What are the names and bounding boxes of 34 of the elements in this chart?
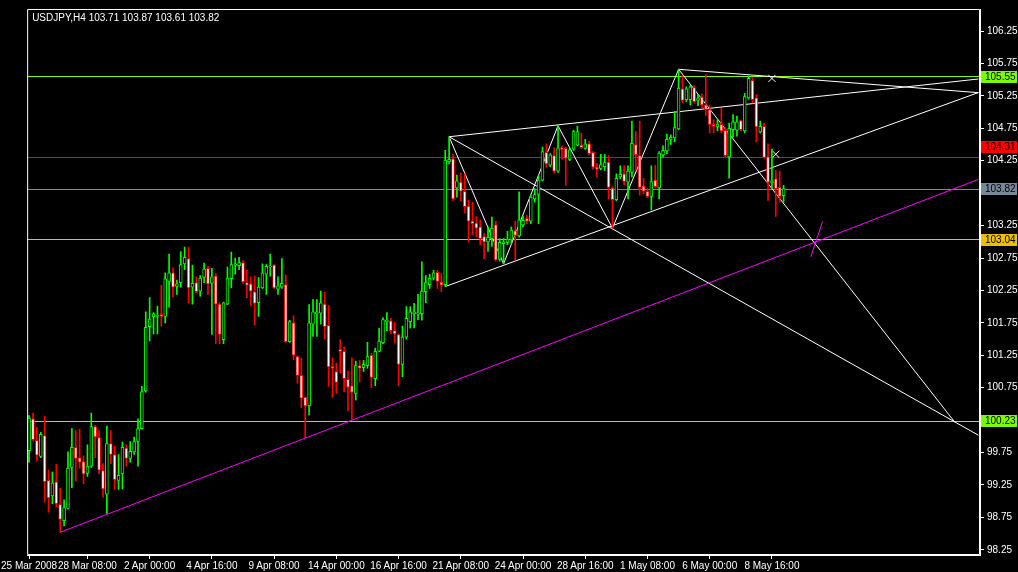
x-tick-label: 4 Apr 16:00 — [186, 559, 238, 571]
y-tick-label: 106.25 — [987, 24, 1018, 36]
y-tick-label: 101.25 — [987, 349, 1018, 361]
x-tick-label: 28 Apr 16:00 — [556, 559, 615, 571]
ref-line-label: 103.82 — [985, 183, 1017, 195]
ref-line-label: 103.04 — [985, 234, 1017, 246]
y-tick-label: 104.25 — [987, 154, 1018, 166]
x-tick-label: 16 Apr 16:00 — [370, 559, 428, 571]
chart-title: USDJPY,H4 103.71 103.87 103.61 103.82 — [32, 11, 220, 23]
ref-line-label: 100.23 — [985, 415, 1017, 427]
x-tick-label: 1 May 08:00 — [619, 559, 676, 571]
y-tick-label: 103.25 — [987, 219, 1018, 231]
y-tick-label: 98.75 — [987, 511, 1013, 523]
y-tick-label: 104.75 — [987, 122, 1018, 134]
x-tick-label: 25 Mar 2008 — [1, 559, 58, 571]
y-tick-label: 99.75 — [987, 446, 1013, 458]
ref-line-label: 104.31 — [985, 141, 1017, 153]
x-tick-label: 14 Apr 00:00 — [307, 559, 366, 571]
x-tick-label: 21 Apr 08:00 — [432, 559, 490, 571]
y-tick-label: 105.25 — [987, 89, 1018, 101]
x-tick-label: 9 Apr 08:00 — [248, 559, 301, 571]
x-tick-label: 8 May 16:00 — [744, 559, 800, 571]
ref-line-label: 105.55 — [985, 71, 1017, 83]
x-tick-label: 28 Mar 08:00 — [57, 559, 118, 571]
x-tick-label: 6 May 00:00 — [682, 559, 738, 571]
y-tick-label: 100.75 — [987, 381, 1018, 393]
y-tick-label: 98.25 — [987, 543, 1013, 555]
x-tick-label: 24 Apr 00:00 — [494, 559, 552, 571]
x-tick-label: 2 Apr 00:00 — [124, 559, 176, 571]
y-tick-label: 101.75 — [987, 316, 1018, 328]
y-tick-label: 102.75 — [987, 251, 1018, 263]
y-tick-label: 99.25 — [987, 478, 1013, 490]
y-tick-label: 102.25 — [987, 284, 1018, 296]
y-tick-label: 105.75 — [987, 57, 1018, 69]
